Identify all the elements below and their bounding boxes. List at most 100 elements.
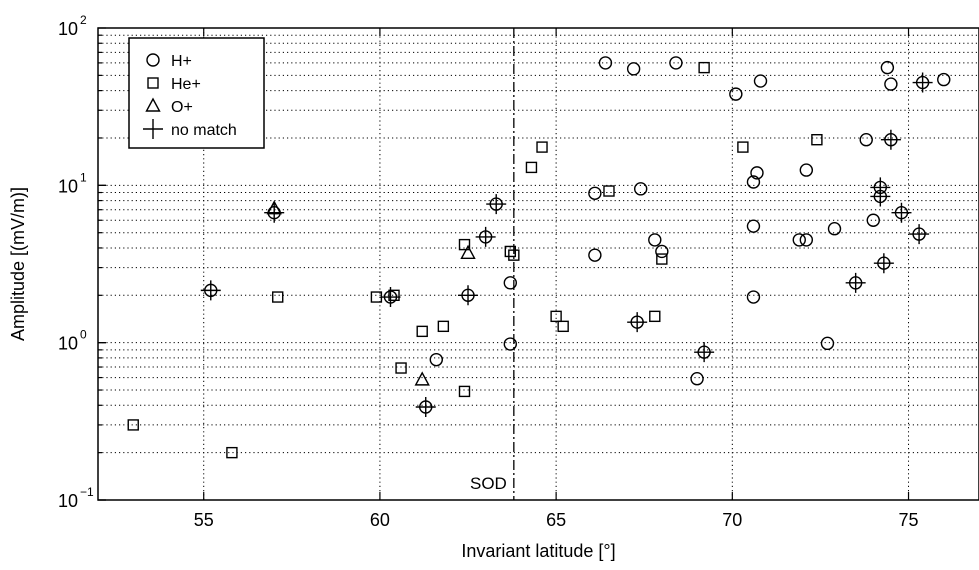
legend-label: no match: [171, 122, 237, 139]
sod-line: SOD: [470, 28, 515, 500]
data-point: [626, 62, 641, 76]
data-point: [750, 166, 764, 180]
series-he-: [127, 61, 823, 459]
plot-frame: [97, 27, 979, 501]
data-point: [753, 74, 768, 88]
data-point: [588, 186, 602, 200]
y-axis-label: Amplitude [(mV/m)]: [8, 187, 28, 341]
data-point: [550, 310, 562, 323]
data-point: [799, 233, 814, 247]
sod-label: SOD: [470, 474, 507, 493]
data-point: [820, 336, 835, 351]
data-point: [746, 219, 761, 233]
data-point: [891, 202, 912, 223]
data-point: [504, 245, 517, 258]
legend-marker: [143, 119, 163, 139]
data-point: [746, 290, 761, 304]
data-point: [508, 249, 520, 261]
data-point: [536, 141, 548, 153]
y-tick-exponent: −1: [80, 485, 94, 499]
data-point: [698, 61, 710, 74]
data-point: [655, 244, 669, 259]
y-tick-label: 10: [58, 491, 78, 511]
data-point: [588, 248, 602, 262]
data-point: [458, 238, 471, 251]
data-point: [669, 56, 683, 70]
data-point: [458, 285, 479, 306]
data-point: [870, 186, 891, 207]
data-point: [264, 202, 285, 223]
data-point: [729, 87, 743, 101]
data-point: [690, 372, 704, 386]
data-point: [603, 185, 615, 197]
y-tick-exponent: 0: [80, 328, 87, 342]
data-point: [226, 446, 238, 459]
y-tick-label: 10: [58, 176, 78, 196]
data-point: [380, 287, 401, 308]
data-point: [873, 253, 894, 274]
series-no-match: [200, 72, 933, 418]
y-tick-label: 10: [58, 19, 78, 39]
data-point: [937, 72, 951, 87]
data-point: [486, 194, 507, 215]
y-tick-exponent: 1: [80, 170, 87, 184]
legend: H+ He+ O+ no match: [128, 37, 265, 149]
data-point: [458, 385, 471, 398]
x-tick-label: 60: [370, 510, 390, 530]
data-point: [429, 352, 444, 367]
data-point: [627, 312, 648, 333]
data-point: [598, 56, 613, 70]
x-tick-label: 65: [546, 510, 566, 530]
data-point: [272, 291, 284, 303]
x-axis-label: Invariant latitude [°]: [461, 541, 615, 561]
data-point: [656, 253, 668, 265]
legend-marker: [146, 53, 160, 67]
data-point: [737, 141, 749, 153]
data-point: [414, 371, 430, 386]
data-points: [127, 56, 951, 459]
legend-marker: [145, 97, 161, 112]
x-tick-label: 75: [899, 510, 919, 530]
data-point: [909, 224, 930, 245]
data-point: [912, 72, 933, 93]
data-point: [388, 289, 400, 302]
data-point: [880, 129, 901, 150]
data-point: [415, 397, 436, 418]
data-point: [633, 182, 648, 196]
data-point: [416, 325, 428, 338]
data-point: [503, 276, 518, 290]
legend-label: H+: [171, 53, 192, 70]
data-point: [557, 320, 569, 333]
y-tick-label: 10: [58, 334, 78, 354]
data-point: [395, 362, 407, 374]
data-point: [525, 161, 538, 174]
data-point: [884, 77, 898, 91]
data-point: [127, 419, 139, 431]
data-point: [648, 233, 662, 247]
y-tick-exponent: 2: [80, 13, 87, 27]
data-point: [799, 163, 814, 177]
data-point: [437, 320, 450, 333]
data-point: [827, 222, 842, 236]
data-point: [460, 244, 476, 259]
data-point: [649, 310, 661, 323]
data-point: [792, 233, 806, 247]
data-point: [866, 213, 880, 227]
x-tick-label: 55: [194, 510, 214, 530]
data-point: [503, 337, 518, 351]
data-point: [200, 280, 221, 301]
data-point: [475, 226, 496, 247]
grid-lines: [98, 28, 979, 500]
series-h-: [429, 56, 951, 386]
data-point: [746, 175, 761, 189]
legend-label: O+: [171, 99, 193, 116]
x-tick-label: 70: [722, 510, 742, 530]
legend-marker: [147, 77, 159, 89]
legend-label: He+: [171, 76, 201, 93]
data-point: [880, 60, 895, 75]
data-point: [811, 134, 823, 146]
data-point: [845, 272, 866, 293]
data-point: [859, 133, 873, 147]
